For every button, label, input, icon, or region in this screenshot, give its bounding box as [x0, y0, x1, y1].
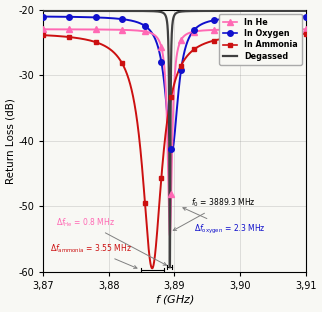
Legend: In He, In Oxygen, In Ammonia, Degassed: In He, In Oxygen, In Ammonia, Degassed	[219, 14, 302, 65]
Text: $\Delta f_{\mathrm{He}}$ = 0.8 MHz: $\Delta f_{\mathrm{He}}$ = 0.8 MHz	[56, 216, 166, 265]
Text: $\Delta f_{\mathrm{oxygen}}$ = 2.3 MHz: $\Delta f_{\mathrm{oxygen}}$ = 2.3 MHz	[183, 207, 266, 236]
Y-axis label: Return Loss (dB): Return Loss (dB)	[5, 98, 15, 183]
X-axis label: $f$ (GHz): $f$ (GHz)	[155, 294, 194, 306]
Text: $f_0$ = 3889.3 MHz: $f_0$ = 3889.3 MHz	[173, 197, 256, 231]
Text: $\Delta f_{\mathrm{ammonia}}$ = 3.55 MHz: $\Delta f_{\mathrm{ammonia}}$ = 3.55 MHz	[50, 242, 137, 268]
